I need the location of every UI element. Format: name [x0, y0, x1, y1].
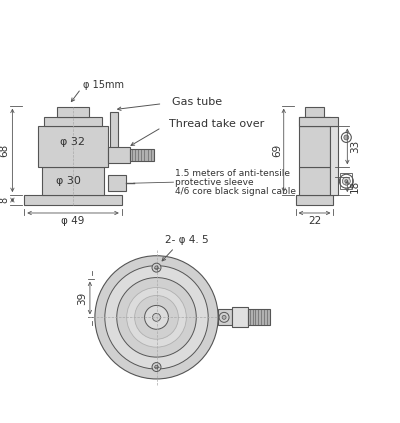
- Text: φ 49: φ 49: [61, 216, 85, 226]
- Circle shape: [155, 365, 158, 369]
- Circle shape: [117, 277, 196, 357]
- Bar: [296, 195, 334, 205]
- Text: 39: 39: [77, 292, 87, 305]
- Text: 4/6 core black signal cable: 4/6 core black signal cable: [175, 187, 296, 195]
- Circle shape: [127, 288, 186, 347]
- Text: Thread take over: Thread take over: [170, 118, 265, 129]
- Text: 18: 18: [350, 179, 360, 193]
- Bar: [218, 309, 232, 325]
- Bar: [299, 126, 330, 167]
- Bar: [330, 126, 338, 195]
- Circle shape: [95, 256, 218, 379]
- Text: 69: 69: [272, 144, 282, 157]
- Text: 8: 8: [0, 197, 10, 203]
- Text: 68: 68: [0, 144, 10, 157]
- Bar: [299, 117, 330, 126]
- Circle shape: [135, 296, 178, 339]
- Bar: [340, 173, 352, 189]
- Bar: [57, 107, 89, 117]
- Text: 2- φ 4. 5: 2- φ 4. 5: [164, 235, 208, 245]
- Bar: [304, 107, 324, 117]
- Bar: [108, 147, 130, 163]
- Bar: [42, 167, 104, 195]
- Circle shape: [105, 266, 208, 369]
- Text: 33: 33: [350, 140, 360, 153]
- Circle shape: [222, 316, 226, 319]
- Text: φ 15mm: φ 15mm: [83, 80, 124, 90]
- Bar: [248, 309, 270, 325]
- Circle shape: [344, 135, 349, 140]
- Text: φ 30: φ 30: [56, 176, 81, 186]
- Bar: [44, 117, 102, 126]
- Circle shape: [152, 263, 161, 272]
- Text: 22: 22: [308, 216, 321, 226]
- Text: 1.5 meters of anti-tensile: 1.5 meters of anti-tensile: [175, 169, 290, 178]
- Circle shape: [155, 266, 158, 269]
- Circle shape: [144, 305, 168, 329]
- Circle shape: [345, 180, 348, 183]
- Bar: [299, 167, 330, 195]
- Bar: [130, 149, 154, 161]
- Bar: [38, 126, 108, 167]
- Circle shape: [152, 313, 160, 321]
- Bar: [299, 117, 338, 126]
- Bar: [232, 308, 248, 327]
- Circle shape: [342, 177, 350, 185]
- Circle shape: [152, 363, 161, 371]
- Bar: [108, 175, 126, 191]
- Text: protective sleeve: protective sleeve: [175, 178, 254, 187]
- Text: Gas tube: Gas tube: [172, 97, 222, 107]
- Bar: [24, 195, 122, 205]
- Bar: [110, 112, 118, 149]
- Text: φ 32: φ 32: [60, 137, 85, 148]
